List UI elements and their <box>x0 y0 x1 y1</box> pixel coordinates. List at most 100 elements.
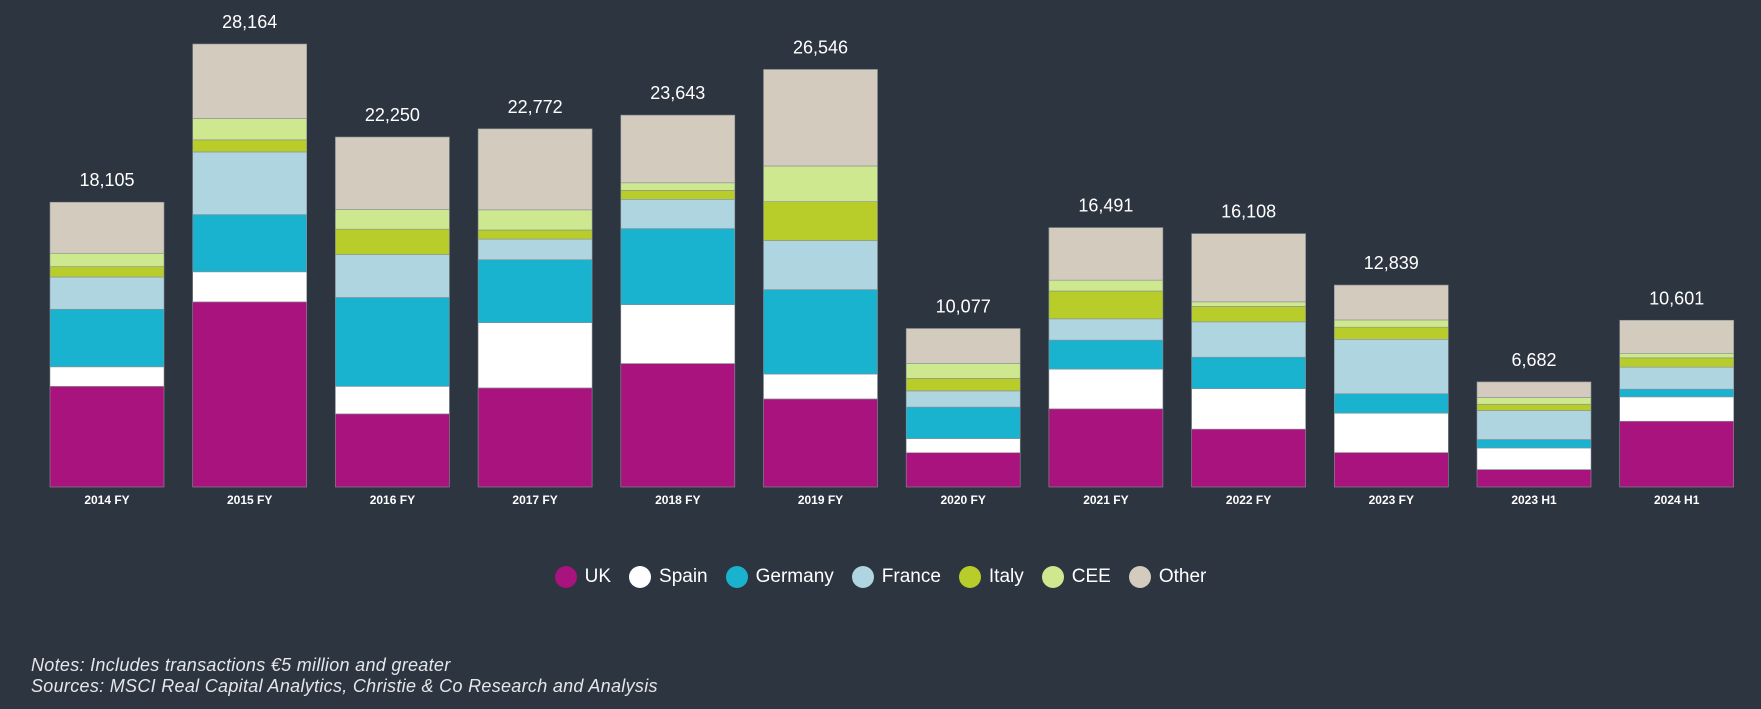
x-tick-label: 2017 FY <box>512 493 557 507</box>
bar-segment-cee-5 <box>763 165 878 202</box>
legend-swatch <box>851 566 874 588</box>
bar-segment-italy-5 <box>763 201 878 241</box>
bar-segment-france-7 <box>1048 318 1164 341</box>
bar-segment-other-11 <box>1619 319 1734 354</box>
bar-segment-germany-7 <box>1048 339 1164 370</box>
x-tick-label: 2019 FY <box>798 493 843 507</box>
bar-segment-other-9 <box>1334 284 1449 321</box>
bar-segment-italy-0 <box>49 266 165 278</box>
notes: Notes: Includes transactions €5 million … <box>31 655 658 697</box>
legend-swatch <box>725 566 748 588</box>
bar-segment-france-1 <box>192 151 307 215</box>
bar-segment-france-0 <box>49 276 165 310</box>
bar-segment-france-6 <box>905 390 1021 408</box>
bar-segment-italy-6 <box>905 378 1021 392</box>
bar-segment-cee-11 <box>1619 353 1734 359</box>
bar-total-label: 23,643 <box>650 83 705 103</box>
bar-segment-uk-5 <box>763 398 878 488</box>
bar-segment-germany-10 <box>1476 439 1592 449</box>
bar-segment-germany-3 <box>477 259 593 323</box>
bar-segment-uk-11 <box>1619 420 1734 488</box>
bar-segment-italy-3 <box>477 229 593 240</box>
bar-segment-other-3 <box>477 128 593 211</box>
bar-segment-cee-3 <box>477 209 593 231</box>
legend-label: Italy <box>988 566 1024 587</box>
sources-line: Sources: MSCI Real Capital Analytics, Ch… <box>31 676 658 696</box>
bar-segment-cee-8 <box>1191 301 1306 307</box>
bar-segment-uk-2 <box>335 413 450 488</box>
bar-segment-germany-5 <box>763 289 878 375</box>
bar-segment-italy-9 <box>1334 326 1449 340</box>
bar-segment-other-4 <box>620 114 736 184</box>
legend-label: Germany <box>755 566 834 587</box>
bar-segment-uk-10 <box>1476 469 1592 488</box>
x-tick-label: 2023 H1 <box>1511 493 1557 507</box>
bar-segment-other-10 <box>1476 381 1592 398</box>
bar-segment-spain-5 <box>763 373 878 400</box>
x-tick-label: 2020 FY <box>941 493 986 507</box>
bar-segment-germany-2 <box>335 297 450 387</box>
bar-segment-other-6 <box>905 328 1021 364</box>
legend-label: UK <box>584 566 612 587</box>
bar-total-label: 16,108 <box>1221 202 1276 222</box>
bar-total-label: 10,077 <box>936 296 991 316</box>
legend-swatch <box>1128 566 1151 588</box>
legend-label: CEE <box>1071 566 1111 587</box>
bar-segment-spain-9 <box>1334 412 1449 453</box>
bar-segment-germany-6 <box>905 406 1021 439</box>
x-tick-label: 2021 FY <box>1083 493 1128 507</box>
bar-segment-italy-8 <box>1191 306 1306 323</box>
bar-segment-italy-4 <box>620 190 736 200</box>
bar-segment-spain-10 <box>1476 447 1592 470</box>
bar-segment-spain-2 <box>335 386 450 415</box>
bar-segment-cee-4 <box>620 182 736 191</box>
bar-segment-spain-7 <box>1048 368 1164 410</box>
bar-segment-cee-9 <box>1334 319 1449 328</box>
x-tick-label: 2022 FY <box>1226 493 1271 507</box>
bar-segment-cee-6 <box>905 363 1021 379</box>
x-tick-label: 2014 FY <box>84 493 129 507</box>
bar-segment-italy-2 <box>335 228 450 255</box>
bar-total-label: 26,546 <box>793 37 848 57</box>
bar-segment-italy-10 <box>1476 403 1592 411</box>
legend-label: France <box>881 566 941 587</box>
bar-segment-uk-7 <box>1048 408 1164 488</box>
legend-item-other: Other <box>1128 566 1207 588</box>
bar-segment-italy-11 <box>1619 357 1734 368</box>
bar-total-label: 10,601 <box>1649 288 1704 308</box>
legend-item-germany: Germany <box>725 566 834 588</box>
bar-segment-uk-1 <box>192 301 307 488</box>
bar-segment-spain-6 <box>905 438 1021 454</box>
bar-segment-uk-6 <box>905 452 1021 488</box>
bar-total-label: 28,164 <box>222 12 277 32</box>
bar-segment-italy-1 <box>192 139 307 153</box>
bar-segment-cee-1 <box>192 118 307 141</box>
legend-swatch <box>554 566 577 588</box>
bar-segment-france-9 <box>1334 339 1449 395</box>
bar-segment-germany-1 <box>192 214 307 273</box>
legend-label: Other <box>1158 566 1207 587</box>
bar-segment-other-8 <box>1191 233 1306 303</box>
bar-segment-uk-3 <box>477 387 593 488</box>
legend-swatch <box>629 566 652 588</box>
bar-segment-cee-2 <box>335 209 450 230</box>
bar-segment-cee-7 <box>1048 279 1164 292</box>
bar-segment-other-7 <box>1048 227 1164 281</box>
bar-segment-germany-8 <box>1191 356 1306 389</box>
x-tick-label: 2023 FY <box>1369 493 1414 507</box>
bar-segment-spain-4 <box>620 304 736 364</box>
legend-item-spain: Spain <box>629 566 708 588</box>
bar-segment-france-8 <box>1191 321 1306 358</box>
bar-segment-france-4 <box>620 199 736 229</box>
bar-segment-france-5 <box>763 240 878 290</box>
bar-segment-germany-9 <box>1334 393 1449 414</box>
bar-segment-germany-11 <box>1619 388 1734 398</box>
legend-item-uk: UK <box>554 566 612 588</box>
bar-segment-france-10 <box>1476 410 1592 440</box>
bar-segment-spain-11 <box>1619 396 1734 422</box>
bar-segment-uk-0 <box>49 386 165 488</box>
bar-segment-italy-7 <box>1048 290 1164 320</box>
bar-segment-other-5 <box>763 69 878 167</box>
legend-label: Spain <box>659 566 708 587</box>
bar-segment-other-1 <box>192 43 307 119</box>
